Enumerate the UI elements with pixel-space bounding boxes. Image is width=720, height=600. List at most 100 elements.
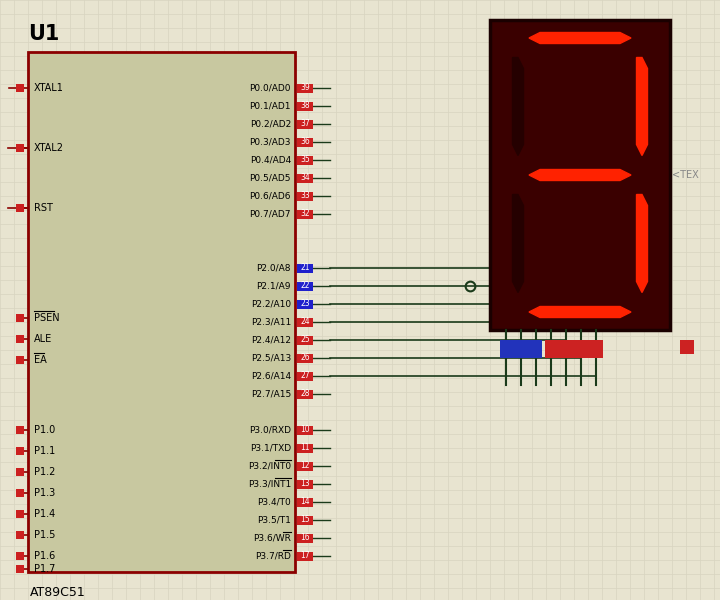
Bar [297,264,313,273]
Bar [16,468,24,476]
Bar [16,335,24,343]
Bar [297,462,313,471]
Polygon shape [636,58,647,155]
Bar [16,447,24,455]
Text: P0.3/AD3: P0.3/AD3 [250,137,291,146]
Bar [297,498,313,507]
Text: P2.1/A9: P2.1/A9 [256,281,291,290]
Text: ALE: ALE [34,334,53,344]
Text: P2.0/A8: P2.0/A8 [256,263,291,272]
Text: U1: U1 [28,24,59,44]
Text: P0.0/AD0: P0.0/AD0 [250,83,291,92]
Polygon shape [636,194,647,292]
Text: 28: 28 [300,389,310,398]
Text: P1.4: P1.4 [34,509,55,519]
Text: 26: 26 [300,353,310,362]
Text: P3.6/WR: P3.6/WR [253,533,291,542]
Text: 14: 14 [300,497,310,506]
Text: P0.2/AD2: P0.2/AD2 [250,119,291,128]
Text: XTAL1: XTAL1 [34,83,64,93]
Text: P1.0: P1.0 [34,425,55,435]
Bar [297,516,313,525]
Text: P0.5/AD5: P0.5/AD5 [250,173,291,182]
Text: P0.4/AD4: P0.4/AD4 [250,155,291,164]
Text: XTAL2: XTAL2 [34,143,64,153]
Text: 12: 12 [300,461,310,470]
Text: P2.6/A14: P2.6/A14 [251,371,291,380]
Bar [297,534,313,543]
Bar [28,52,295,572]
Text: P1.7: P1.7 [34,564,55,574]
Text: 33: 33 [300,191,310,200]
Text: P0.1/AD1: P0.1/AD1 [250,101,291,110]
Bar [297,192,313,201]
Bar [297,372,313,381]
Text: 15: 15 [300,515,310,524]
Text: P3.5/T1: P3.5/T1 [257,515,291,524]
Bar [490,20,670,330]
Bar [297,390,313,399]
Bar [297,354,313,363]
Bar [297,426,313,435]
Text: P2.5/A13: P2.5/A13 [251,353,291,362]
Text: P3.0/RXD: P3.0/RXD [249,425,291,434]
Bar [297,318,313,327]
Polygon shape [529,307,631,317]
Text: P3.7/RD: P3.7/RD [255,551,291,560]
Polygon shape [529,169,631,181]
Polygon shape [529,32,631,43]
Text: EA: EA [34,355,47,365]
Bar [297,480,313,489]
Bar [16,552,24,560]
Text: 34: 34 [300,173,310,182]
Bar [297,210,313,219]
Text: P1.3: P1.3 [34,488,55,498]
Bar [16,489,24,497]
Bar [16,204,24,212]
Text: 38: 38 [300,101,310,110]
Text: RST: RST [34,203,53,213]
Polygon shape [513,194,523,292]
Bar [297,84,313,93]
Bar [16,565,24,573]
Text: 22: 22 [300,281,310,290]
Text: 27: 27 [300,371,310,380]
Bar [297,102,313,111]
Bar [297,300,313,309]
Text: 37: 37 [300,119,310,128]
Text: 24: 24 [300,317,310,326]
Text: P1.1: P1.1 [34,446,55,456]
Text: 32: 32 [300,209,310,218]
Bar [16,356,24,364]
Text: P3.3/INT1: P3.3/INT1 [248,479,291,488]
Text: P1.2: P1.2 [34,467,55,477]
Text: P3.2/INT0: P3.2/INT0 [248,461,291,470]
Text: 11: 11 [300,443,310,452]
Text: AT89C51: AT89C51 [30,586,86,599]
Text: 10: 10 [300,425,310,434]
Text: P2.4/A12: P2.4/A12 [251,335,291,344]
Bar [297,138,313,147]
Text: 23: 23 [300,299,310,308]
Text: 35: 35 [300,155,310,164]
Text: <TEX: <TEX [672,170,698,180]
Text: 16: 16 [300,533,310,542]
Text: P3.4/T0: P3.4/T0 [257,497,291,506]
Polygon shape [513,58,523,155]
Text: 36: 36 [300,137,310,146]
Bar [16,314,24,322]
Text: P0.6/AD6: P0.6/AD6 [250,191,291,200]
Bar [16,144,24,152]
Text: P0.7/AD7: P0.7/AD7 [250,209,291,218]
Text: 21: 21 [300,263,310,272]
Bar [297,336,313,345]
Bar [16,510,24,518]
Bar [16,84,24,92]
Bar [16,531,24,539]
Text: 17: 17 [300,551,310,560]
Bar [297,156,313,165]
Text: PSEN: PSEN [34,313,60,323]
Text: P2.3/A11: P2.3/A11 [251,317,291,326]
Text: P1.5: P1.5 [34,530,55,540]
Bar [297,282,313,291]
